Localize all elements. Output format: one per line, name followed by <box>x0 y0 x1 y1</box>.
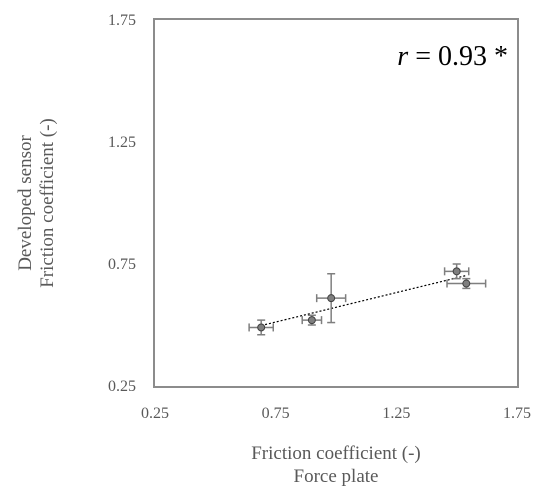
y-tick-label: 1.25 <box>108 134 136 151</box>
data-point-group <box>315 273 347 324</box>
data-point-group <box>446 277 487 290</box>
x-tick-label: 1.75 <box>503 405 531 422</box>
correlation-annotation: r = 0.93 * <box>397 41 508 72</box>
y-axis-title-line1: Developed sensor <box>15 135 36 271</box>
data-points <box>248 263 487 336</box>
x-axis-title-line1: Friction coefficient (-) <box>251 443 421 464</box>
x-tick-label: 1.25 <box>382 405 410 422</box>
trendline <box>261 274 467 327</box>
x-tick-label: 0.25 <box>141 405 169 422</box>
data-point-group <box>248 319 275 336</box>
x-axis-title-line2: Force plate <box>294 466 379 487</box>
data-point <box>462 279 471 288</box>
correlation-symbol: r <box>397 41 408 72</box>
y-axis-tick-labels: 0.25 0.75 1.25 1.75 <box>108 12 136 395</box>
data-point <box>307 316 316 325</box>
y-tick-label: 0.25 <box>108 378 136 395</box>
correlation-value: = 0.93 * <box>408 41 508 72</box>
data-point-group <box>443 263 470 280</box>
x-axis-tick-labels: 0.25 0.75 1.25 1.75 <box>141 405 531 422</box>
x-tick-label: 0.75 <box>262 405 290 422</box>
data-point <box>257 323 266 332</box>
data-point <box>327 294 336 303</box>
data-point <box>452 267 461 276</box>
plot-area-frame <box>153 18 519 388</box>
y-tick-label: 0.75 <box>108 256 136 273</box>
y-tick-label: 1.75 <box>108 12 136 29</box>
data-point-group <box>301 314 323 326</box>
y-axis-title-line2: Friction coefficient (-) <box>37 118 58 288</box>
